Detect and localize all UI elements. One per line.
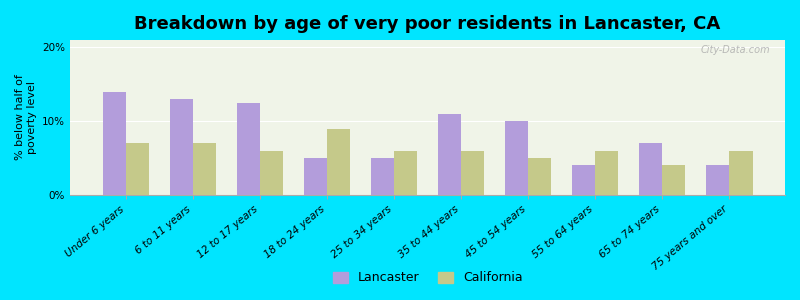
Bar xyxy=(571,166,595,195)
Bar xyxy=(461,151,485,195)
Bar xyxy=(327,129,350,195)
Bar xyxy=(260,151,283,195)
Bar xyxy=(303,158,327,195)
Bar xyxy=(729,151,753,195)
Text: City-Data.com: City-Data.com xyxy=(701,45,770,55)
Bar xyxy=(193,143,217,195)
Legend: Lancaster, California: Lancaster, California xyxy=(327,266,527,289)
Bar xyxy=(438,114,461,195)
Bar xyxy=(528,158,551,195)
Bar xyxy=(170,99,193,195)
Y-axis label: % below half of
poverty level: % below half of poverty level xyxy=(15,75,37,160)
Bar xyxy=(638,143,662,195)
Bar xyxy=(126,143,150,195)
Bar xyxy=(662,166,686,195)
Title: Breakdown by age of very poor residents in Lancaster, CA: Breakdown by age of very poor residents … xyxy=(134,15,721,33)
Bar xyxy=(237,103,260,195)
Bar xyxy=(102,92,126,195)
Bar xyxy=(595,151,618,195)
Bar xyxy=(394,151,418,195)
Bar xyxy=(505,121,528,195)
Bar xyxy=(706,166,729,195)
Bar xyxy=(370,158,394,195)
